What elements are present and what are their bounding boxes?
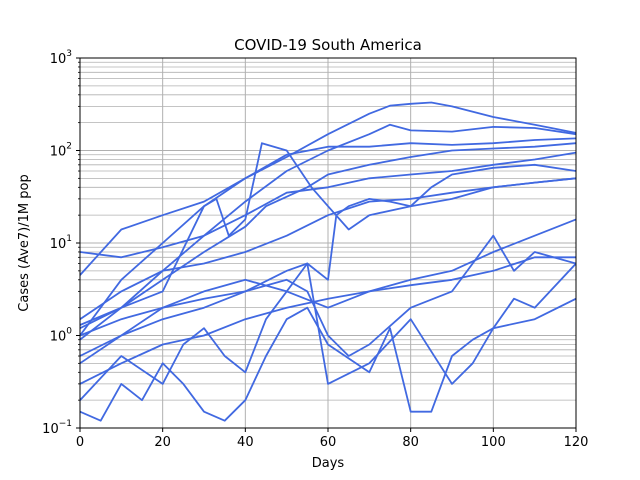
series-line-10	[80, 234, 576, 365]
series-line-2	[80, 123, 576, 326]
y-tick-label: 102	[50, 142, 72, 160]
y-tick-exponent: −1	[59, 419, 72, 429]
series-line-6	[80, 142, 576, 330]
y-tick-exponent: 2	[66, 142, 72, 152]
y-tick-label: 103	[50, 49, 72, 67]
series-line-5	[80, 151, 576, 259]
series-line-1	[80, 101, 576, 276]
x-tick-label: 0	[76, 435, 84, 450]
x-tick-label: 100	[481, 435, 506, 450]
y-axis-label: Cases (Ave7)/1M pop	[17, 174, 32, 311]
x-tick-label: 120	[564, 435, 589, 450]
x-tick-label: 60	[320, 435, 337, 450]
y-tick-base: 10	[50, 52, 67, 67]
chart-title: COVID-19 South America	[234, 36, 422, 54]
series-line-11	[80, 256, 576, 385]
series-line-8	[80, 177, 576, 337]
x-tick-label: 80	[402, 435, 419, 450]
x-axis: 0 20 40 60 80 100 120	[76, 428, 589, 450]
series-line-9	[80, 218, 576, 357]
series-group	[80, 101, 576, 422]
y-tick-base: 10	[50, 330, 67, 345]
y-tick-base: 10	[50, 145, 67, 160]
y-tick-base: 10	[50, 237, 67, 252]
y-tick-label: 101	[50, 234, 72, 252]
y-tick-exponent: 3	[66, 49, 72, 59]
y-tick-base: 10	[42, 422, 59, 437]
series-line-13	[80, 297, 576, 422]
x-axis-label: Days	[312, 456, 345, 471]
y-tick-exponent: 0	[66, 327, 72, 337]
y-tick-exponent: 1	[66, 234, 72, 244]
y-tick-label: 10−1	[42, 419, 72, 437]
series-line-3	[80, 137, 576, 337]
y-tick-label: 100	[50, 327, 73, 345]
x-tick-label: 20	[154, 435, 171, 450]
x-tick-label: 40	[237, 435, 254, 450]
